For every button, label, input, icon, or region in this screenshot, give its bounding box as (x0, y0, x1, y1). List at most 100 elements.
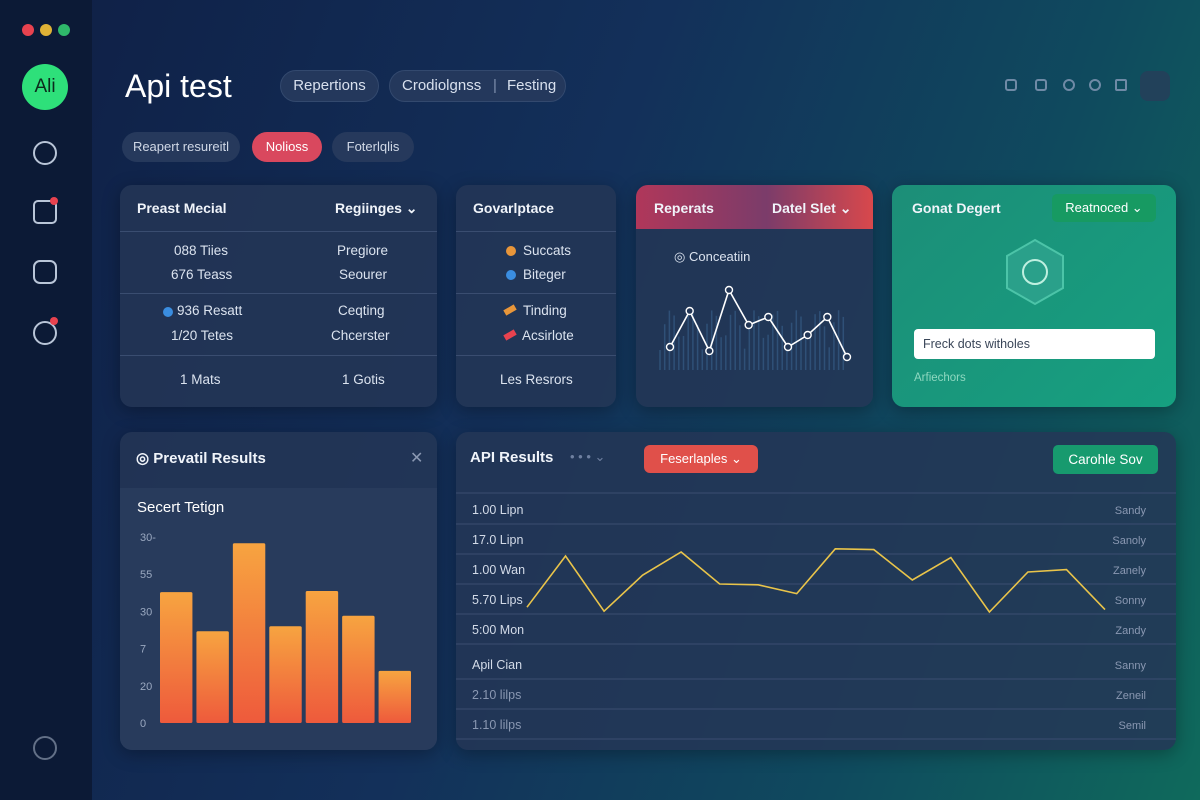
primary-button[interactable]: Carohle Sov (1053, 445, 1158, 474)
separator (120, 231, 437, 232)
bar (342, 615, 375, 723)
cell: Pregiore (337, 243, 389, 258)
button-label: Reatnoced (1065, 200, 1129, 215)
y-axis-label: 30- (140, 532, 156, 544)
tab[interactable]: Crodiolgnss (402, 77, 482, 94)
link[interactable]: Arfiechors (914, 372, 966, 384)
card: ◎ Prevatil Results ✕ Secert Tetign 30- 55… (120, 432, 437, 750)
icon (503, 329, 517, 341)
row-label: 1.00 Wan (472, 563, 525, 577)
filter-button[interactable]: Feserlaples ⌄ (644, 445, 758, 473)
item: Les Resrors (500, 372, 573, 387)
row-value: Zandy (1115, 625, 1146, 637)
window-minimize[interactable] (40, 24, 52, 36)
sparkline-point (803, 330, 812, 340)
button[interactable]: Reatnoced ⌄ (1052, 194, 1156, 222)
card: Gonat Degert Reatnoced ⌄ Freck dots with… (892, 185, 1176, 407)
sparkline-point (744, 320, 753, 330)
row-label: Apil Cian (472, 658, 522, 672)
tab-group: Crodiolgnss | Festing (389, 70, 566, 102)
close-button[interactable]: ✕ (410, 450, 424, 467)
badge (50, 317, 58, 325)
divider: | (493, 77, 497, 94)
item: Tinding (523, 303, 567, 318)
separator (456, 293, 616, 294)
tool-icon[interactable] (1089, 79, 1101, 91)
card-title: Govarlptace (473, 200, 554, 216)
dot (506, 246, 516, 256)
row-label: 2.10 lilps (472, 688, 521, 702)
item: Biteger (523, 267, 566, 282)
filter-label: Feserlaples (660, 451, 728, 466)
page-title: Api test (125, 68, 232, 104)
bar (196, 631, 229, 723)
settings-button[interactable] (1140, 71, 1170, 101)
tab[interactable]: Repertions (280, 70, 379, 102)
row-value: Zeneil (1116, 690, 1146, 702)
nav-icon[interactable] (33, 736, 57, 760)
toolbar (1005, 71, 1170, 101)
avatar[interactable]: Ali (22, 64, 68, 110)
filter-chip[interactable]: Foterlqlis (332, 132, 414, 162)
data-line (526, 547, 1106, 614)
card-title: Gonat Degert (912, 200, 1001, 216)
bar (232, 543, 266, 723)
nav-icon[interactable] (33, 260, 57, 284)
card-title-text: Prevatil Results (153, 450, 266, 467)
dropdown[interactable]: Regiinges ⌄ (335, 200, 418, 216)
row-label: 5:00 Mon (472, 623, 524, 637)
dot (506, 270, 516, 280)
sparkline (669, 288, 848, 358)
row-label: 1.00 Lipn (472, 503, 523, 517)
sparkline-point (665, 342, 675, 352)
tool-icon[interactable] (1035, 79, 1047, 91)
window-maximize[interactable] (58, 24, 70, 36)
sparkline-point (823, 312, 832, 322)
card: API Results • • • ⌄ Feserlaples ⌄ Carohl… (456, 432, 1176, 750)
filter-chip[interactable]: Reapert resureitl (122, 132, 240, 162)
tool-icon[interactable] (1063, 79, 1075, 91)
tool-icon[interactable] (1115, 79, 1127, 91)
text-input[interactable]: Freck dots witholes (914, 329, 1155, 359)
card-title: API Results (470, 449, 554, 466)
separator (120, 293, 437, 294)
separator (456, 355, 616, 356)
row-value: Semil (1118, 720, 1146, 732)
bar (269, 626, 302, 723)
sidebar: Ali (0, 0, 92, 800)
tool-icon[interactable] (1005, 79, 1017, 91)
card-title: Preast Mecial (137, 200, 227, 216)
cell: Seourer (339, 267, 388, 282)
row-label: 1.10 lilps (472, 718, 521, 732)
bar (160, 592, 193, 723)
chart-title: Secert Tetign (137, 499, 225, 516)
sparkline-point (783, 342, 793, 352)
nav-icon[interactable] (33, 200, 57, 224)
nav-icon[interactable] (33, 321, 57, 345)
y-axis-label: 0 (140, 718, 146, 730)
illustration (1006, 238, 1064, 306)
filter-chip-active[interactable]: Nolioss (252, 132, 322, 162)
item: Acsirlote (522, 328, 574, 343)
cell: 088 Tiies (174, 243, 229, 258)
row-label: 17.0 Lipn (472, 533, 523, 547)
cell: 936 Resatt (177, 303, 243, 318)
card: Preast Mecial Regiinges ⌄ 088 Tiies Preg… (120, 185, 437, 407)
more-menu[interactable]: • • • ⌄ (570, 449, 606, 464)
window-close[interactable] (22, 24, 34, 36)
row-value: Zanely (1113, 565, 1147, 577)
cell: 1 Gotis (342, 372, 385, 387)
sparkline-chart (659, 285, 852, 370)
cell: 1/20 Tetes (171, 328, 234, 343)
line-chart: 1.00 Lipn Sandy 17.0 Lipn Sanoly 1.00 Wan Zan… (456, 492, 1176, 740)
sparkline-point (842, 352, 852, 362)
tab[interactable]: Festing (507, 77, 557, 94)
nav-icon[interactable] (33, 141, 57, 165)
dropdown[interactable]: Datel Slet ⌄ (772, 200, 852, 216)
cell: Chcerster (331, 328, 390, 343)
item: Succats (523, 243, 572, 258)
legend-label: Conceatiin (688, 249, 751, 264)
y-axis-label: 30 (140, 606, 152, 618)
card-title: Reperats (654, 200, 714, 216)
cell: 1 Mats (180, 372, 221, 387)
